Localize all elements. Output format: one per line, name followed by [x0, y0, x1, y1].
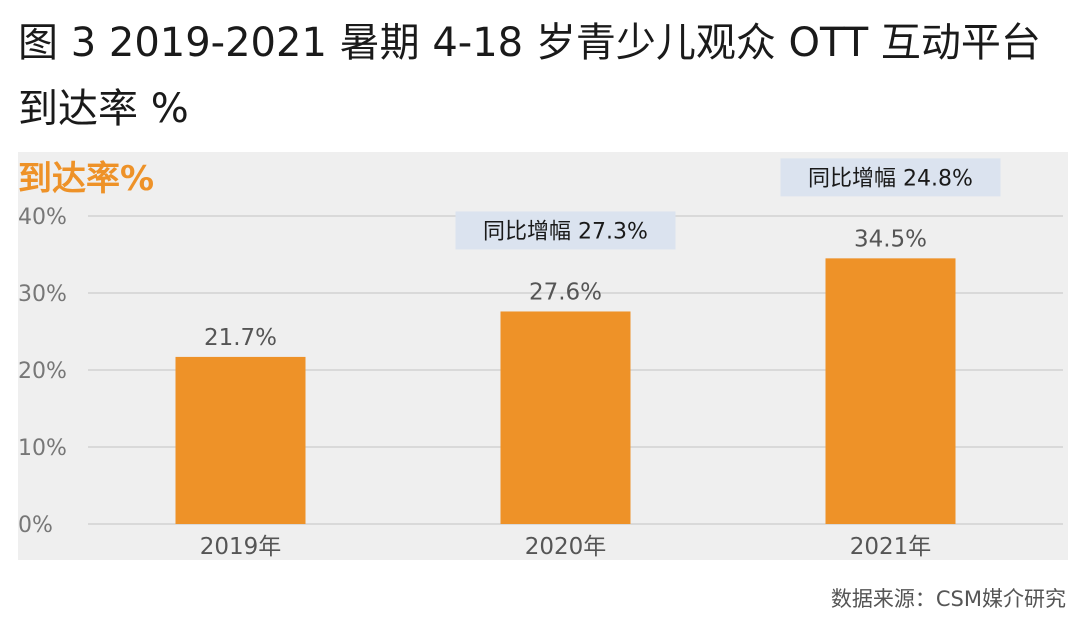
bar — [175, 356, 306, 524]
data-label: 21.7% — [204, 325, 277, 351]
bar-chart: 到达率% 0% 10% 20% 30% 40% 21.7% 2019年 27.6% 2020年 34… — [18, 158, 1063, 560]
chart-title: 图 3 2019-2021 暑期 4-18 岁青少儿观众 OTT 互动平台到达率… — [18, 20, 1041, 132]
data-label: 34.5% — [854, 226, 927, 252]
data-label: 27.6% — [529, 279, 602, 305]
callout-text: 同比增幅 27.3% — [483, 219, 648, 244]
source-note: 数据来源：CSM媒介研究 — [830, 587, 1066, 611]
y-axis-title: 到达率% — [18, 159, 154, 199]
y-tick-label: 40% — [18, 205, 67, 230]
x-tick-label: 2020年 — [525, 534, 607, 560]
callout-box — [780, 158, 1001, 197]
y-tick-label: 20% — [18, 359, 67, 384]
y-tick-label: 30% — [18, 282, 67, 307]
x-tick-label: 2021年 — [850, 534, 932, 560]
callout-text: 同比增幅 24.8% — [808, 166, 973, 191]
y-tick-label: 0% — [18, 513, 53, 538]
chart-panel: 到达率% 0% 10% 20% 30% 40% 21.7% 2019年 27.6% 2020年 34… — [18, 152, 1068, 560]
y-tick-label: 10% — [18, 436, 67, 461]
callout-box — [455, 211, 676, 250]
bar — [825, 258, 956, 524]
x-tick-label: 2019年 — [200, 534, 282, 560]
bar — [500, 311, 631, 524]
